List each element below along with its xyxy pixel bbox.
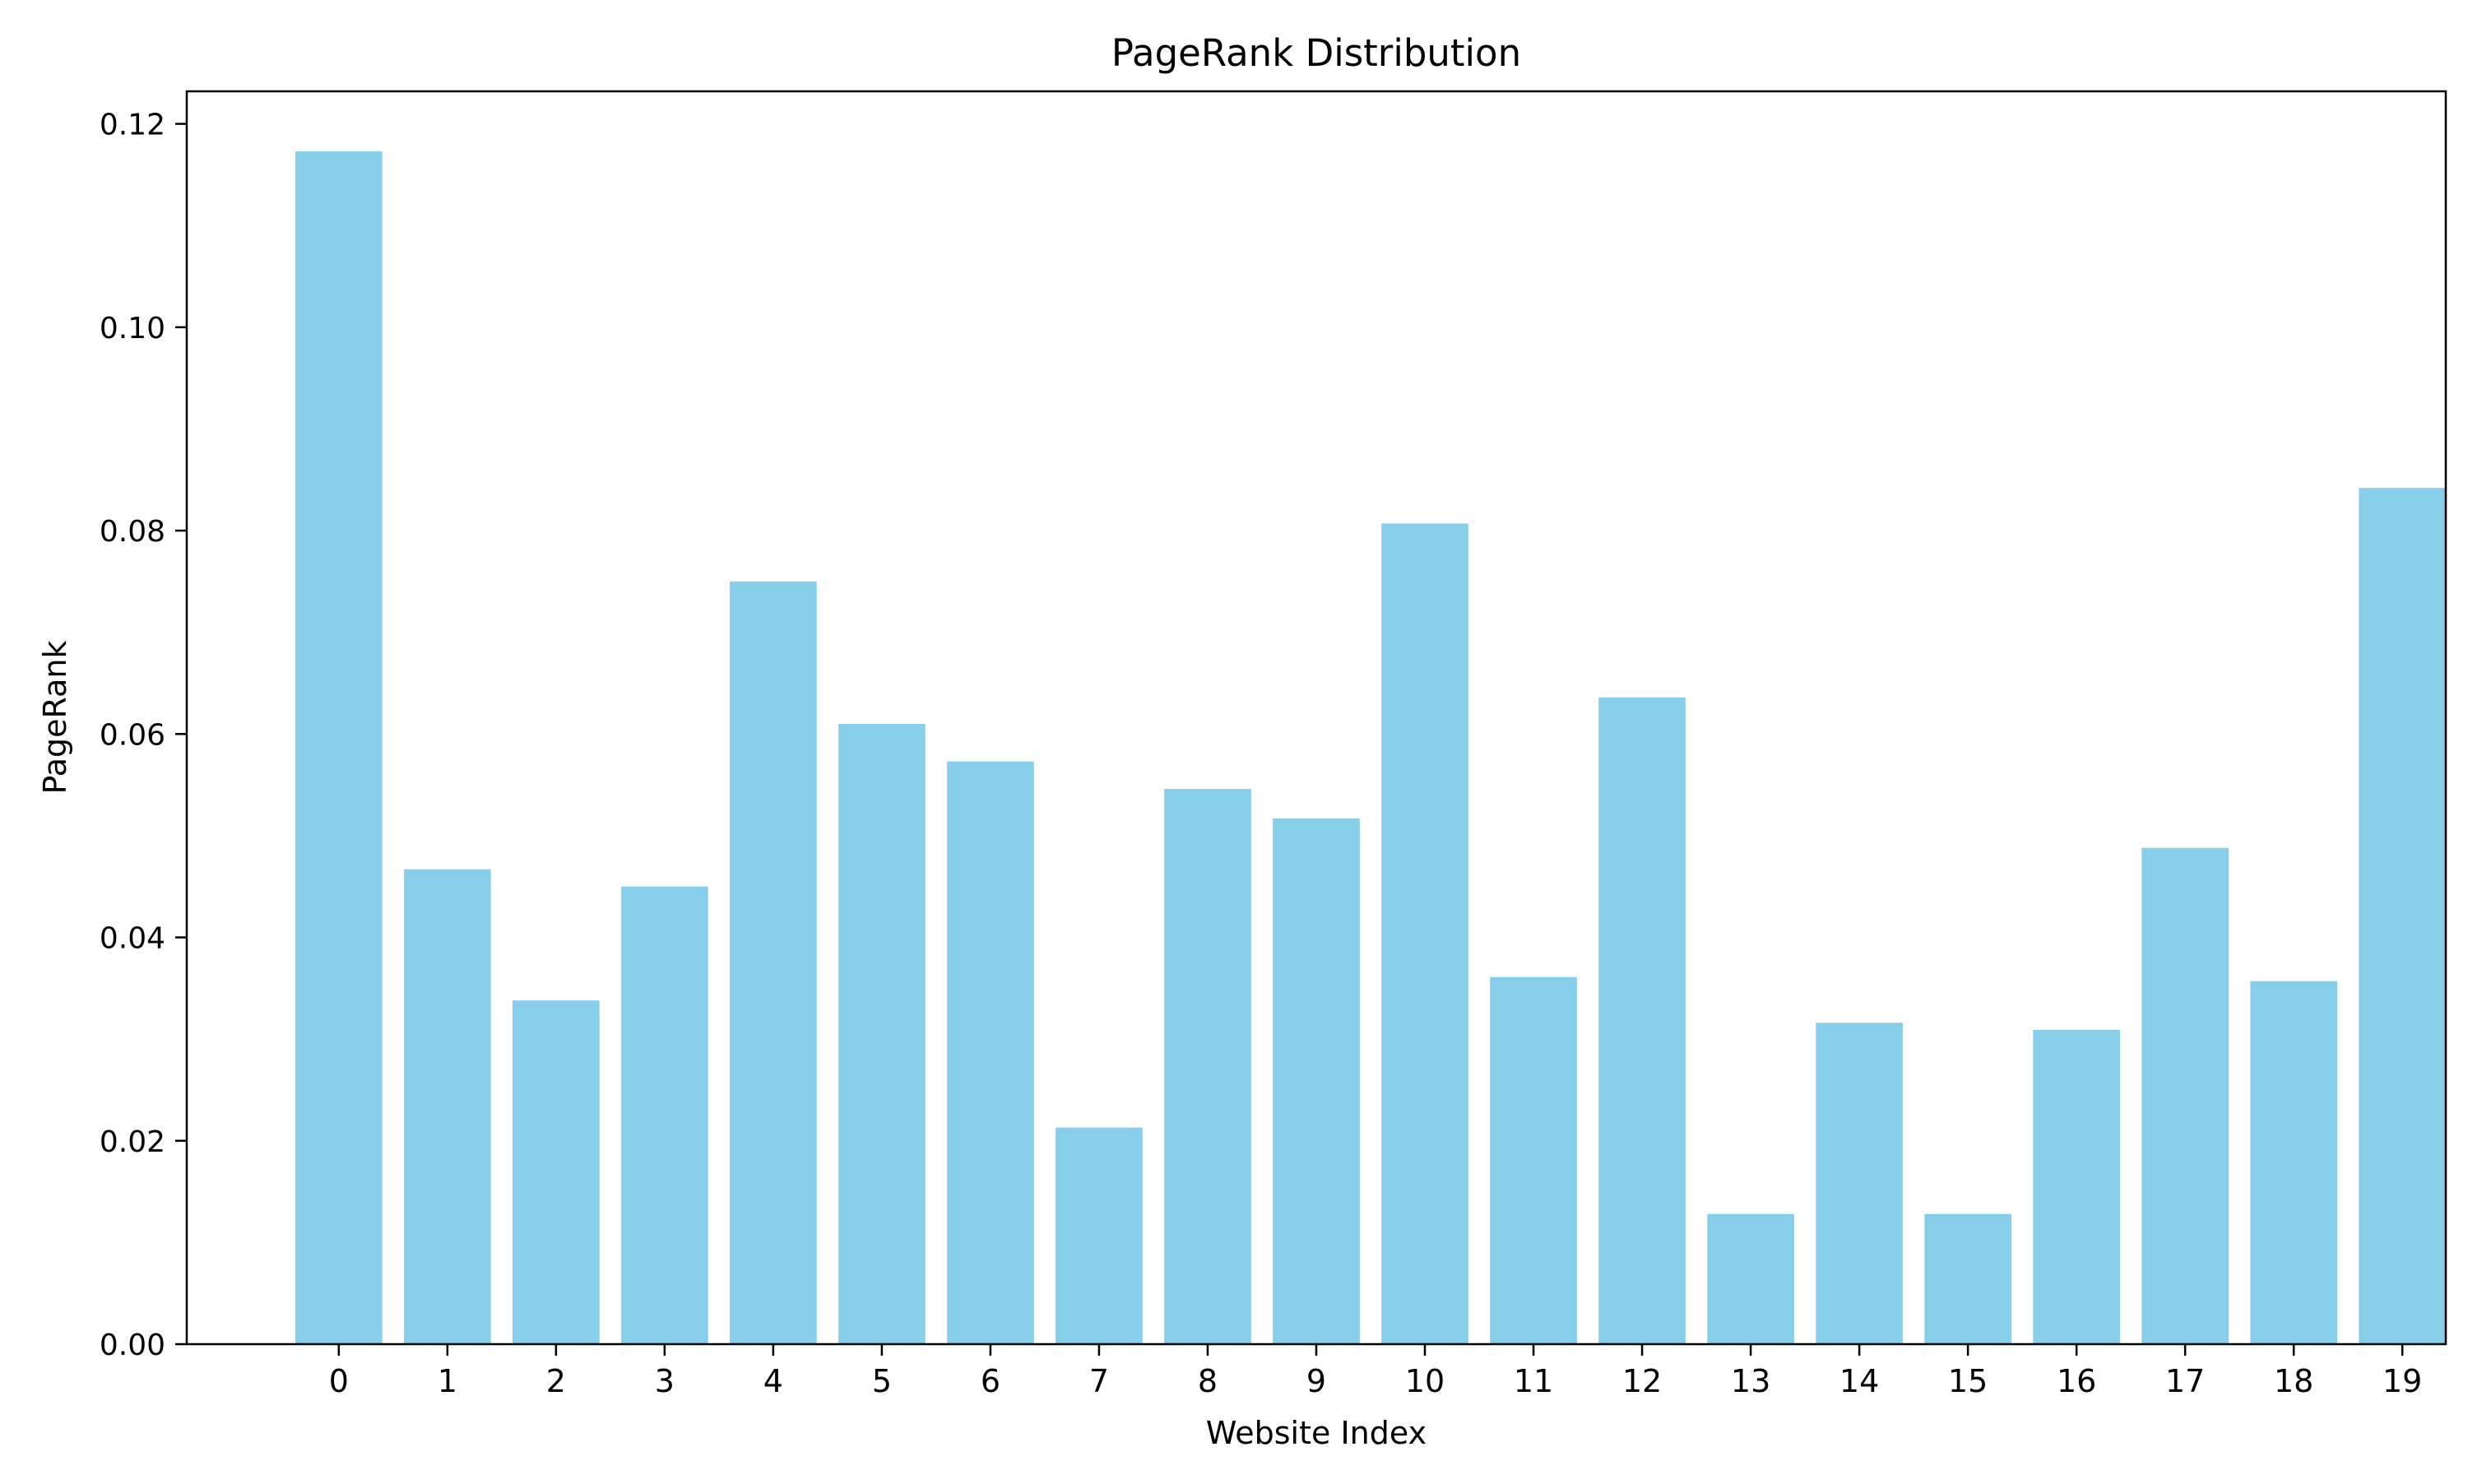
x-axis: 0 1 2 3 4 5 6 7 8 9 10 11 12 13 14 15 16 17 18 19 (329, 1344, 2422, 1399)
bar-4 (730, 581, 817, 1344)
bar-12 (1598, 697, 1686, 1344)
x-tick-label: 10 (1405, 1363, 1445, 1399)
bar-3 (621, 886, 708, 1344)
y-tick-label: 0.06 (100, 718, 165, 752)
bar-6 (947, 761, 1034, 1344)
x-tick-label: 13 (1731, 1363, 1770, 1399)
x-tick-label: 19 (2382, 1363, 2422, 1399)
bar-2 (513, 1000, 600, 1344)
bar-0 (295, 151, 383, 1345)
bar-16 (2033, 1030, 2120, 1344)
bar-19 (2359, 488, 2446, 1344)
bar-9 (1273, 818, 1360, 1344)
y-tick-label: 0.10 (100, 312, 165, 345)
x-tick-label: 18 (2274, 1363, 2313, 1399)
x-tick-label: 6 (981, 1363, 1000, 1399)
bar-5 (838, 723, 926, 1344)
x-tick-label: 12 (1622, 1363, 1662, 1399)
x-tick-label: 17 (2165, 1363, 2205, 1399)
x-tick-label: 1 (438, 1363, 457, 1399)
x-tick-label: 3 (655, 1363, 675, 1399)
y-tick-label: 0.00 (100, 1329, 165, 1362)
x-tick-label: 0 (329, 1363, 349, 1399)
bar-14 (1816, 1023, 1903, 1344)
y-axis: 0.00 0.02 0.04 0.06 0.08 0.10 0.12 (100, 109, 187, 1362)
x-tick-label: 8 (1198, 1363, 1218, 1399)
bar-7 (1055, 1127, 1143, 1344)
x-tick-label: 7 (1089, 1363, 1109, 1399)
x-tick-label: 11 (1514, 1363, 1553, 1399)
x-tick-label: 2 (546, 1363, 566, 1399)
bar-1 (404, 869, 491, 1344)
y-tick-label: 0.08 (100, 515, 165, 549)
chart-title: PageRank Distribution (1111, 31, 1521, 75)
y-tick-label: 0.02 (100, 1125, 165, 1159)
x-tick-label: 16 (2057, 1363, 2096, 1399)
bar-8 (1164, 789, 1251, 1344)
x-tick-label: 15 (1948, 1363, 1988, 1399)
bar-13 (1707, 1213, 1794, 1344)
bars-layer (295, 151, 2446, 1345)
bar-15 (1924, 1213, 2011, 1344)
bar-17 (2141, 847, 2229, 1344)
bar-10 (1381, 523, 1468, 1344)
y-tick-label: 0.12 (100, 109, 165, 142)
bar-11 (1490, 976, 1577, 1344)
x-tick-label: 4 (763, 1363, 783, 1399)
bar-18 (2250, 981, 2337, 1344)
y-tick-label: 0.04 (100, 922, 165, 956)
x-tick-label: 14 (1839, 1363, 1879, 1399)
y-axis-label: PageRank (37, 641, 73, 795)
x-tick-label: 9 (1306, 1363, 1326, 1399)
x-axis-label: Website Index (1206, 1415, 1427, 1451)
x-tick-label: 5 (872, 1363, 892, 1399)
